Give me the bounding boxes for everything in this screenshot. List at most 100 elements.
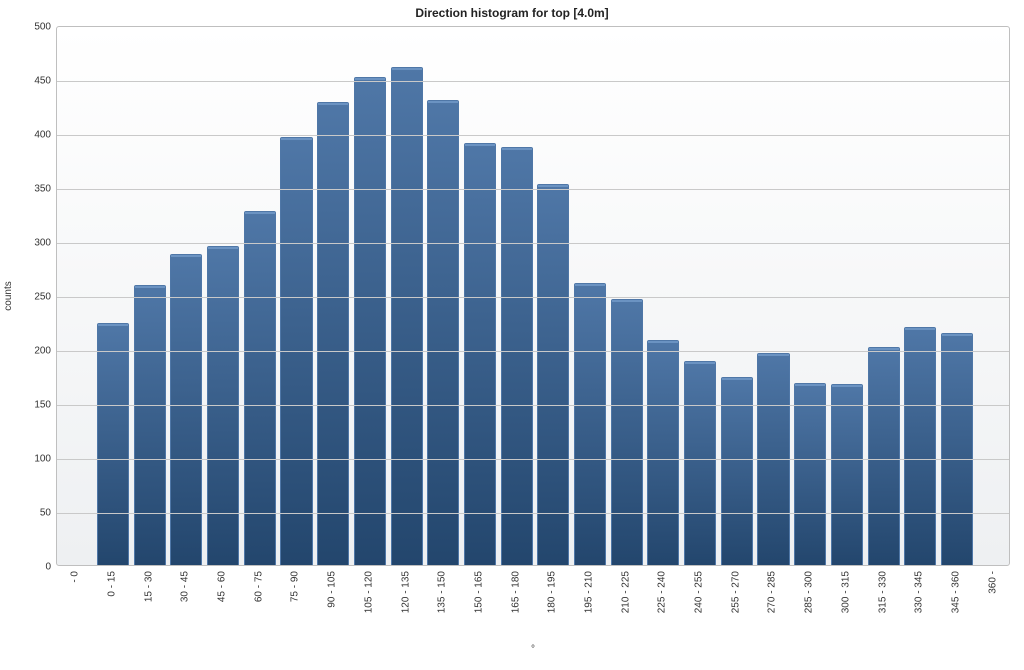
bar bbox=[464, 143, 496, 565]
x-tick-label: 345 - 360 bbox=[950, 571, 961, 613]
x-tick-label: 330 - 345 bbox=[914, 571, 925, 613]
bar-slot: 165 - 180 bbox=[497, 27, 534, 565]
x-tick-label: 75 - 90 bbox=[290, 571, 301, 602]
x-tick-label: 90 - 105 bbox=[327, 571, 338, 608]
bar-cap bbox=[355, 78, 385, 80]
x-axis-label: ° bbox=[531, 644, 535, 655]
bar-slot: 30 - 45 bbox=[167, 27, 204, 565]
y-tick-label: 450 bbox=[34, 76, 57, 87]
bar-cap bbox=[612, 300, 642, 302]
gridline bbox=[57, 135, 1009, 136]
bar-slot: 285 - 300 bbox=[791, 27, 828, 565]
bar-slot: 135 - 150 bbox=[424, 27, 461, 565]
x-tick-label: 0 - 15 bbox=[107, 571, 118, 597]
bar-slot: 240 - 255 bbox=[681, 27, 718, 565]
bar bbox=[97, 323, 129, 565]
bar-cap bbox=[942, 334, 972, 336]
bar-cap bbox=[538, 185, 568, 187]
bar bbox=[354, 77, 386, 565]
bar bbox=[831, 384, 863, 565]
x-tick-label: 270 - 285 bbox=[767, 571, 778, 613]
x-tick-label: 255 - 270 bbox=[730, 571, 741, 613]
gridline bbox=[57, 243, 1009, 244]
bar-slot: 120 - 135 bbox=[387, 27, 424, 565]
x-tick-label: 180 - 195 bbox=[547, 571, 558, 613]
x-tick-label: 135 - 150 bbox=[437, 571, 448, 613]
bar-cap bbox=[171, 255, 201, 257]
bar-slot: 210 - 225 bbox=[607, 27, 644, 565]
x-tick-label: 120 - 135 bbox=[400, 571, 411, 613]
bar-cap bbox=[722, 378, 752, 380]
bar bbox=[647, 340, 679, 565]
bar-cap bbox=[318, 103, 348, 105]
bar-cap bbox=[502, 148, 532, 150]
bar-slot: 255 - 270 bbox=[717, 27, 754, 565]
x-tick-label: 60 - 75 bbox=[253, 571, 264, 602]
bar bbox=[391, 67, 423, 565]
x-tick-label: 210 - 225 bbox=[620, 571, 631, 613]
bar-cap bbox=[392, 68, 422, 70]
bar-slot: 360 - bbox=[974, 27, 1011, 565]
bar-slot: 60 - 75 bbox=[240, 27, 277, 565]
bar bbox=[170, 254, 202, 565]
gridline bbox=[57, 351, 1009, 352]
x-tick-label: 105 - 120 bbox=[363, 571, 374, 613]
bar bbox=[941, 333, 973, 565]
histogram-chart: Direction histogram for top [4.0m] - 00 … bbox=[0, 0, 1024, 670]
bar-cap bbox=[245, 212, 275, 214]
bar bbox=[427, 100, 459, 565]
bar-cap bbox=[575, 284, 605, 286]
bar-slot: 0 - 15 bbox=[94, 27, 131, 565]
gridline bbox=[57, 297, 1009, 298]
plot-area: - 00 - 1515 - 3030 - 4545 - 6060 - 7575 … bbox=[56, 26, 1010, 566]
gridline bbox=[57, 189, 1009, 190]
gridline bbox=[57, 81, 1009, 82]
y-tick-label: 500 bbox=[34, 22, 57, 33]
bar bbox=[574, 283, 606, 565]
bar bbox=[794, 383, 826, 565]
y-tick-label: 400 bbox=[34, 130, 57, 141]
x-tick-label: 195 - 210 bbox=[584, 571, 595, 613]
bar-slot: 45 - 60 bbox=[204, 27, 241, 565]
bar-cap bbox=[832, 385, 862, 387]
chart-title: Direction histogram for top [4.0m] bbox=[0, 6, 1024, 20]
bar-slot: 315 - 330 bbox=[864, 27, 901, 565]
bar-cap bbox=[98, 324, 128, 326]
y-tick-label: 150 bbox=[34, 400, 57, 411]
x-tick-label: 225 - 240 bbox=[657, 571, 668, 613]
x-tick-label: 285 - 300 bbox=[804, 571, 815, 613]
y-tick-label: 50 bbox=[40, 508, 57, 519]
bar-slot: 15 - 30 bbox=[130, 27, 167, 565]
x-tick-label: 300 - 315 bbox=[840, 571, 851, 613]
bar-cap bbox=[869, 348, 899, 350]
bar-slot: 180 - 195 bbox=[534, 27, 571, 565]
x-tick-label: 165 - 180 bbox=[510, 571, 521, 613]
y-tick-label: 350 bbox=[34, 184, 57, 195]
bar-cap bbox=[208, 247, 238, 249]
y-tick-label: 300 bbox=[34, 238, 57, 249]
x-tick-label: 150 - 165 bbox=[473, 571, 484, 613]
bars-container: - 00 - 1515 - 3030 - 4545 - 6060 - 7575 … bbox=[57, 27, 1009, 565]
bar-cap bbox=[795, 384, 825, 386]
x-tick-label: 30 - 45 bbox=[180, 571, 191, 602]
bar bbox=[611, 299, 643, 565]
bar-slot: 195 - 210 bbox=[571, 27, 608, 565]
x-tick-label: - 0 bbox=[70, 571, 81, 583]
bar-cap bbox=[281, 138, 311, 140]
bar-slot: 225 - 240 bbox=[644, 27, 681, 565]
bar-cap bbox=[758, 354, 788, 356]
gridline bbox=[57, 459, 1009, 460]
y-tick-label: 250 bbox=[34, 292, 57, 303]
bar bbox=[244, 211, 276, 565]
bar-slot: 270 - 285 bbox=[754, 27, 791, 565]
bar bbox=[684, 361, 716, 565]
bar-cap bbox=[465, 144, 495, 146]
bar-slot: 105 - 120 bbox=[351, 27, 388, 565]
gridline bbox=[57, 513, 1009, 514]
bar-cap bbox=[135, 286, 165, 288]
y-tick-label: 200 bbox=[34, 346, 57, 357]
x-tick-label: 240 - 255 bbox=[694, 571, 705, 613]
bar-cap bbox=[685, 362, 715, 364]
x-tick-label: 360 - bbox=[987, 571, 998, 594]
x-tick-label: 45 - 60 bbox=[217, 571, 228, 602]
